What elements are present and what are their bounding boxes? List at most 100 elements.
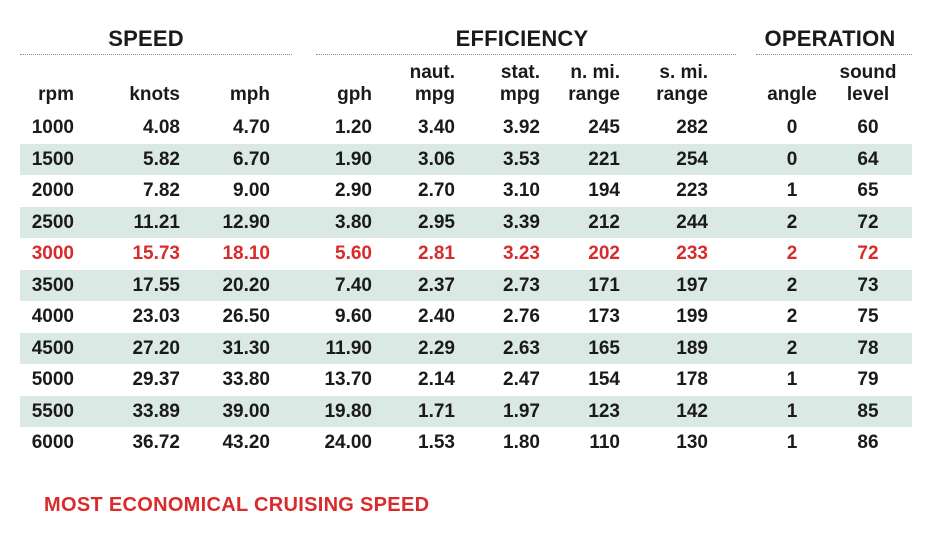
table-cell: 4000 xyxy=(31,306,74,327)
table-cell: 11.21 xyxy=(133,211,181,233)
table-cell: 75 xyxy=(857,306,879,327)
table-cell: 9.00 xyxy=(233,180,270,201)
table-row: 2000 7.82 9.00 2.90 2.70 3.10 194 223 1 65 xyxy=(20,175,912,206)
table-cell: 11.90 xyxy=(325,337,373,359)
table-cell: 86 xyxy=(857,432,879,453)
table-cell: 199 xyxy=(676,306,708,327)
table-row-highlighted: 3000 15.73 18.10 5.60 2.81 3.23 202 233 2 72 xyxy=(20,238,912,269)
table-cell: 27.20 xyxy=(132,337,180,359)
column-header: rpm xyxy=(0,60,74,106)
table-cell: 7.82 xyxy=(143,180,180,201)
column-header-label: rpm xyxy=(38,84,74,105)
table-cell: 3.53 xyxy=(503,148,540,170)
table-row: 2500 11.21 12.90 3.80 2.95 3.39 212 244 2 72 xyxy=(20,206,912,238)
table-cell: 2500 xyxy=(31,211,74,233)
table-row: 5500 33.89 39.00 19.80 1.71 1.97 123 142 1 85 xyxy=(20,395,912,427)
column-header-label: naut. mpg xyxy=(409,62,455,105)
table-cell: 0 xyxy=(786,117,798,138)
column-header: naut. mpg xyxy=(365,60,455,106)
column-header: knots xyxy=(90,60,180,106)
table-cell: 2.29 xyxy=(418,337,455,359)
table-cell: 178 xyxy=(676,369,708,390)
column-header-label: angle xyxy=(767,84,817,105)
column-header-label: n. mi. range xyxy=(568,62,620,105)
column-header-label: knots xyxy=(129,84,180,105)
table-cell: 4.70 xyxy=(233,117,270,138)
table-cell: 78 xyxy=(857,337,879,359)
table-cell: 154 xyxy=(588,369,620,390)
column-header-label: gph xyxy=(337,84,372,105)
table-row: 3500 17.55 20.20 7.40 2.37 2.73 171 197 2 73 xyxy=(20,269,912,301)
table-cell: 194 xyxy=(588,180,620,201)
table-cell: 254 xyxy=(676,148,708,170)
table-cell: 3.80 xyxy=(335,211,372,233)
table-cell: 2.40 xyxy=(418,306,455,327)
table-cell: 5500 xyxy=(31,400,74,422)
table-cell: 2.73 xyxy=(503,274,540,296)
table-cell: 23.03 xyxy=(132,306,180,327)
table-cell: 17.55 xyxy=(132,274,180,296)
table-cell: 39.00 xyxy=(222,400,270,422)
column-header: angle xyxy=(747,60,837,106)
group-rule-speed xyxy=(20,54,292,55)
table-cell: 2.81 xyxy=(418,243,455,264)
table-cell: 3.10 xyxy=(503,180,540,201)
table-cell: 1000 xyxy=(31,117,74,138)
table-cell: 2.63 xyxy=(503,337,540,359)
table-cell: 0 xyxy=(786,148,798,170)
table-cell: 3.39 xyxy=(503,211,540,233)
table-cell: 13.70 xyxy=(324,369,372,390)
table-cell: 2.90 xyxy=(335,180,372,201)
table-cell: 29.37 xyxy=(132,369,180,390)
table-cell: 123 xyxy=(588,400,620,422)
column-header: gph xyxy=(282,60,372,106)
table-cell: 2000 xyxy=(31,180,74,201)
group-title-speed: SPEED xyxy=(108,26,184,51)
table-cell: 5.60 xyxy=(335,243,372,264)
table-row: 5000 29.37 33.80 13.70 2.14 2.47 154 178 1 79 xyxy=(20,364,912,395)
table-cell: 73 xyxy=(857,274,879,296)
table-cell: 1 xyxy=(786,369,798,390)
table-cell: 173 xyxy=(588,306,620,327)
table-cell: 65 xyxy=(857,180,879,201)
table-cell: 2.70 xyxy=(418,180,455,201)
table-cell: 15.73 xyxy=(132,243,180,264)
table-cell: 1.53 xyxy=(418,432,455,453)
table-cell: 2.14 xyxy=(418,369,455,390)
table-cell: 1.97 xyxy=(503,400,540,422)
table-cell: 9.60 xyxy=(335,306,372,327)
table-cell: 245 xyxy=(588,117,620,138)
table-cell: 3.06 xyxy=(418,148,455,170)
table-cell: 1.80 xyxy=(503,432,540,453)
table-cell: 1 xyxy=(786,400,798,422)
table-cell: 43.20 xyxy=(222,432,270,453)
table-cell: 2 xyxy=(786,211,798,233)
table-cell: 5.82 xyxy=(143,148,180,170)
table-cell: 72 xyxy=(857,243,879,264)
table-cell: 1.71 xyxy=(418,400,455,422)
table-row: 1500 5.82 6.70 1.90 3.06 3.53 221 254 0 64 xyxy=(20,143,912,175)
column-header: stat. mpg xyxy=(450,60,540,106)
table-cell: 36.72 xyxy=(132,432,180,453)
table-cell: 142 xyxy=(676,400,708,422)
table-cell: 1 xyxy=(786,432,798,453)
group-rule-efficiency xyxy=(316,54,736,55)
table-row: 1000 4.08 4.70 1.20 3.40 3.92 245 282 0 60 xyxy=(20,112,912,143)
table-cell: 3.23 xyxy=(503,243,540,264)
table-cell: 197 xyxy=(676,274,708,296)
table-cell: 20.20 xyxy=(222,274,270,296)
column-header-label: sound level xyxy=(839,62,897,105)
table-cell: 223 xyxy=(676,180,708,201)
table-cell: 244 xyxy=(676,211,708,233)
table-cell: 12.90 xyxy=(222,211,270,233)
table-cell: 233 xyxy=(676,243,708,264)
table-cell: 212 xyxy=(588,211,620,233)
table-cell: 1 xyxy=(786,180,798,201)
table-cell: 31.30 xyxy=(222,337,270,359)
table-cell: 18.10 xyxy=(222,243,270,264)
table-cell: 2 xyxy=(786,337,798,359)
table-cell: 24.00 xyxy=(324,432,372,453)
column-header-label: stat. mpg xyxy=(499,62,540,105)
table-cell: 2 xyxy=(786,243,798,264)
table-cell: 4500 xyxy=(31,337,74,359)
